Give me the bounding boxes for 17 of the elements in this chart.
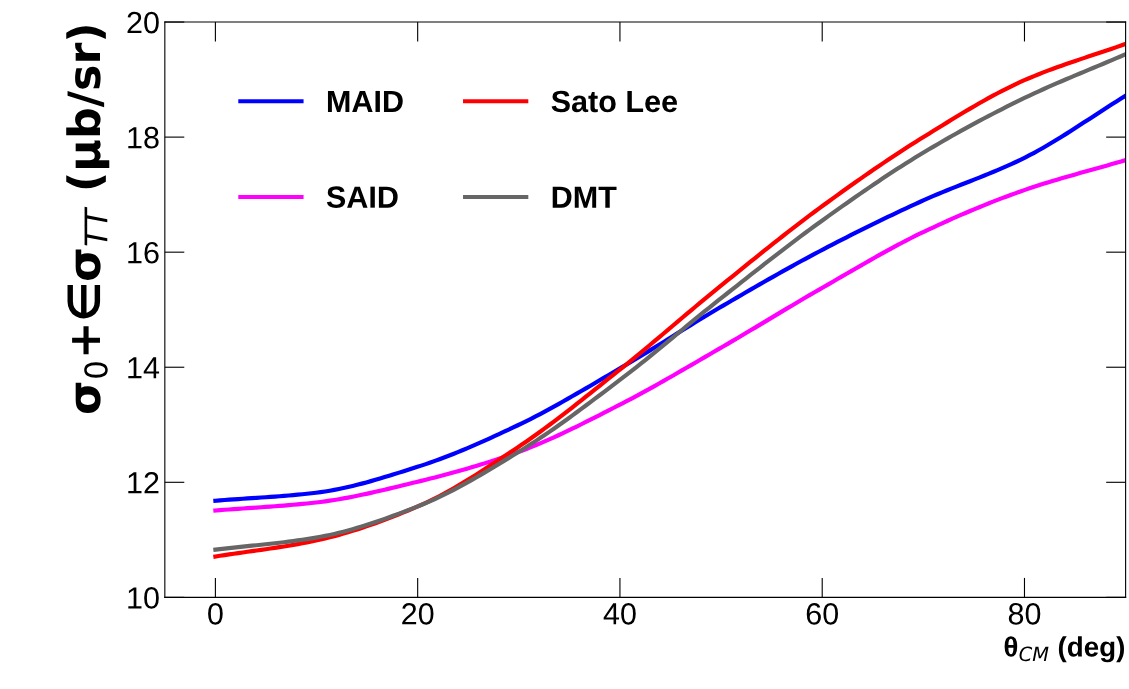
y-tick-label: 12	[128, 472, 159, 494]
legend-label: MAID	[327, 90, 403, 112]
x-axis-title: θ$_{CM}$ (deg)	[1004, 636, 1125, 663]
y-tick-label: 18	[128, 126, 159, 149]
x-tick-label: 80	[1008, 603, 1041, 625]
y-tick-label: 20	[127, 11, 159, 34]
x-tick-label: 60	[806, 603, 839, 625]
legend-label: SAID	[326, 186, 398, 208]
x-tick-label: 0	[208, 603, 223, 625]
y-tick-label: 10	[128, 587, 159, 609]
y-tick-label: 16	[128, 241, 159, 264]
x-tick-label: 40	[603, 603, 636, 625]
legend-label: DMT	[552, 186, 617, 208]
y-tick-label: 14	[128, 357, 160, 379]
x-tick-label: 20	[402, 603, 434, 625]
y-axis-title: σ$_{0}$+∈σ$_{TT}$ (μb/sr)	[66, 26, 110, 414]
legend-label: Sato Lee	[551, 90, 677, 113]
